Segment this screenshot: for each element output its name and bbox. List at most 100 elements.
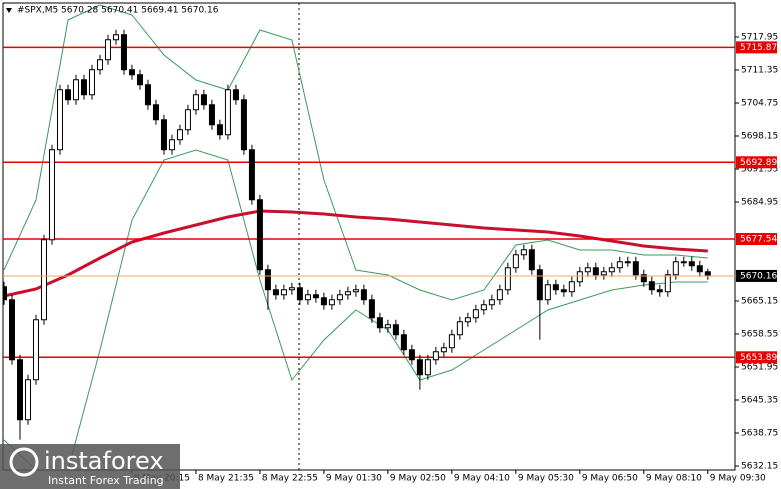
- candle-body: [632, 261, 639, 276]
- candle-body: [512, 254, 519, 269]
- candle-body: [688, 261, 695, 267]
- watermark: instaforex Instant Forex Trading: [0, 444, 180, 489]
- candle-body: [184, 109, 191, 131]
- x-tick-label: 9 May 06:50: [582, 474, 638, 484]
- candle-body: [152, 104, 159, 121]
- candle-body: [328, 299, 335, 306]
- candle-body: [280, 289, 287, 296]
- y-tick-label: 5665.15: [741, 297, 778, 307]
- candle-body: [192, 94, 199, 111]
- plot-area: [3, 4, 735, 470]
- candle-body: [40, 239, 47, 321]
- price-label: 5670.16: [740, 271, 777, 281]
- candle-body: [296, 287, 303, 301]
- candle-body: [88, 69, 95, 96]
- y-tick-label: 5691.55: [741, 165, 778, 175]
- candle-body: [440, 347, 447, 353]
- candle-body: [80, 79, 87, 96]
- candle-body: [64, 89, 71, 101]
- candle-body: [312, 294, 319, 299]
- candle-body: [288, 287, 295, 291]
- candle-body: [352, 289, 359, 293]
- candle-body: [336, 294, 343, 301]
- level-label-bg: [736, 41, 777, 54]
- x-tick-label: 9 May 05:30: [518, 474, 574, 484]
- candle-body: [24, 379, 31, 421]
- moving-average: [3, 209, 708, 298]
- axes: 5717.95 5711.35 5704.75 5698.15 5691.55 5684.…: [131, 33, 778, 484]
- candle-body: [464, 317, 471, 323]
- candle-body: [456, 321, 463, 336]
- candle-body: [368, 299, 375, 319]
- x-tick-label: 8 May 21:35: [198, 474, 254, 484]
- candle-body: [544, 284, 551, 301]
- candle-body: [48, 149, 55, 241]
- candle-body: [56, 89, 63, 151]
- candle-body: [416, 359, 423, 376]
- band-lower: [3, 149, 708, 470]
- candle-body: [520, 249, 527, 256]
- level-label: 5692.89: [740, 158, 777, 168]
- x-tick-label: 9 May 04:10: [454, 474, 510, 484]
- candle-body: [320, 297, 327, 306]
- x-tick-label: 9 May 02:50: [390, 474, 446, 484]
- x-tick-label: 9 May 08:10: [646, 474, 702, 484]
- candle-body: [384, 324, 391, 329]
- watermark-tagline: Instant Forex Trading: [48, 474, 164, 487]
- candle-body: [552, 284, 559, 291]
- candle-body: [240, 99, 247, 151]
- y-tick-label: 5717.95: [741, 33, 778, 43]
- candle-body: [216, 124, 223, 136]
- level-label: 5653.89: [740, 353, 777, 363]
- candle-body: [568, 281, 575, 293]
- price-label-bg: [736, 269, 777, 282]
- candle-body: [224, 89, 231, 136]
- x-tick-label: 9 May 01:30: [326, 474, 382, 484]
- watermark-logo: [9, 447, 39, 477]
- candle-body: [232, 89, 239, 101]
- candle-body: [168, 139, 175, 151]
- y-tick-label: 5658.55: [741, 330, 778, 340]
- candle-body: [72, 79, 79, 101]
- candle-body: [592, 267, 599, 276]
- y-tick-label: 5632.15: [741, 462, 778, 472]
- level-label-bg: [736, 351, 777, 364]
- x-tick-label: 8 May 22:55: [262, 474, 318, 484]
- candle-body: [392, 324, 399, 336]
- y-tick-label: 5698.15: [741, 132, 778, 142]
- candle-body: [560, 289, 567, 293]
- candle-body: [704, 271, 711, 277]
- band-upper: [3, 4, 708, 301]
- plot-frame: [2, 2, 736, 471]
- y-tick-label: 5711.35: [741, 66, 778, 76]
- level-label: 5677.54: [740, 235, 777, 245]
- candle-body: [176, 129, 183, 141]
- candle-body: [504, 267, 511, 291]
- candle-body: [8, 299, 15, 361]
- candle-body: [536, 269, 543, 301]
- candle-body: [648, 281, 655, 291]
- candle-body: [656, 289, 663, 293]
- candle-body: [136, 74, 143, 86]
- candle-body: [248, 149, 255, 201]
- candle-body: [16, 359, 23, 421]
- menu-icon: [6, 8, 12, 13]
- candle-body: [128, 69, 135, 76]
- candle-body: [104, 39, 111, 61]
- y-tick-label: 5651.95: [741, 363, 778, 373]
- candle-body: [616, 261, 623, 269]
- candle-body: [624, 261, 631, 264]
- candle-body: [448, 334, 455, 349]
- level-label-bg: [736, 156, 777, 169]
- candle-body: [96, 59, 103, 71]
- candle-body: [160, 119, 167, 151]
- candle-body: [432, 351, 439, 361]
- candle-body: [608, 267, 615, 273]
- candle-body: [640, 274, 647, 283]
- candle-body: [664, 274, 671, 293]
- candle-body: [144, 84, 151, 106]
- candle-body: [672, 261, 679, 276]
- y-tick-label: 5638.75: [741, 429, 778, 439]
- candle-body: [680, 261, 687, 264]
- candle-body: [304, 294, 311, 301]
